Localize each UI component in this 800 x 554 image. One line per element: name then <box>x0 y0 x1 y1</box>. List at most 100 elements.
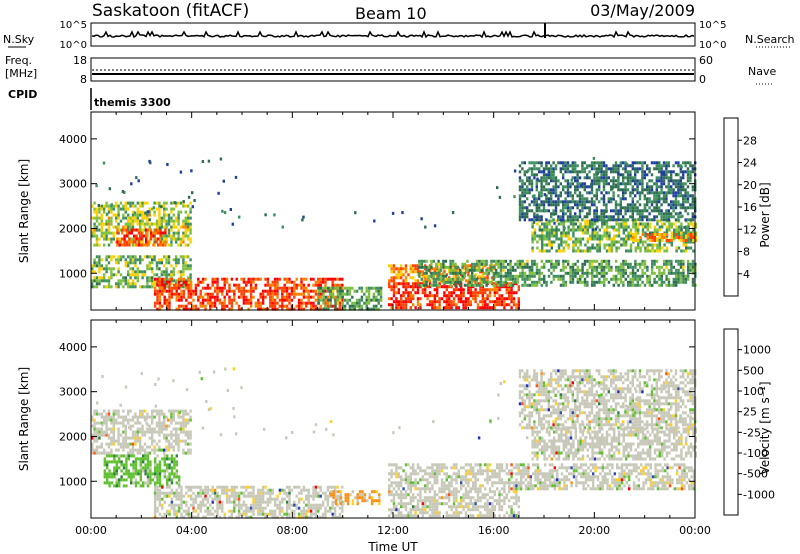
scatter-cell <box>321 277 325 281</box>
scatter-cell <box>158 415 161 419</box>
scatter-cell <box>100 415 103 419</box>
scatter-cell <box>118 460 121 464</box>
scatter-cell <box>543 262 546 266</box>
scatter-cell <box>553 231 556 235</box>
scatter-cell <box>433 300 436 304</box>
scatter-cell <box>324 289 327 293</box>
scatter-cell <box>619 277 623 281</box>
scatter-cell <box>346 301 349 305</box>
scatter-cell <box>495 280 498 284</box>
scatter-cell <box>363 301 366 305</box>
scatter-cell <box>467 297 470 301</box>
scatter-cell <box>160 237 163 241</box>
scatter-cell <box>523 218 526 222</box>
scatter-cell <box>416 282 420 286</box>
scatter-cell <box>526 212 529 216</box>
scatter-cell <box>571 182 574 186</box>
scatter-cell <box>658 283 661 287</box>
scatter-cell <box>132 460 135 464</box>
scatter-cell <box>674 197 678 201</box>
scatter-cell <box>643 197 646 201</box>
scatter-cell <box>552 191 555 195</box>
scatter-cell <box>419 306 422 310</box>
scatter-cell <box>179 270 183 274</box>
scatter-cell <box>464 303 468 307</box>
scatter-cell <box>677 225 681 229</box>
scatter-cell <box>182 237 185 241</box>
scatter-cell <box>562 228 565 232</box>
scatter-cell <box>194 289 198 293</box>
scatter-cell <box>480 268 483 272</box>
scatter-cell <box>122 421 125 425</box>
scatter-cell <box>187 436 190 440</box>
scatter-cell <box>581 262 584 266</box>
scatter-cell <box>641 218 644 222</box>
scatter-cell <box>538 215 541 219</box>
scatter-cell <box>605 206 608 210</box>
scatter-cell <box>100 258 103 262</box>
scatter-cell <box>144 463 147 467</box>
scatter-cell <box>199 485 202 489</box>
scatter-cell <box>603 280 606 284</box>
scatter-cell <box>197 506 200 510</box>
scatter-cell <box>472 294 475 298</box>
scatter-cell <box>113 457 116 461</box>
scatter-cell <box>165 207 168 211</box>
scatter-cell <box>665 249 669 253</box>
scatter-cell <box>481 300 484 304</box>
scatter-cell <box>338 277 342 281</box>
scatter-cell <box>545 280 548 284</box>
scatter-cell <box>528 265 531 269</box>
scatter-cell <box>134 460 138 464</box>
scatter-cell <box>502 268 505 272</box>
scatter-cell <box>341 304 344 308</box>
scatter-cell <box>583 197 586 201</box>
scatter-cell <box>421 288 424 292</box>
scatter-cell <box>288 292 291 296</box>
scatter-cell <box>137 243 141 247</box>
scatter-cell <box>658 206 661 210</box>
scatter-cell <box>187 307 190 311</box>
scatter-cell <box>336 289 340 293</box>
scatter-cell <box>675 280 678 284</box>
scatter-cell <box>691 194 694 198</box>
scatter-cell <box>290 286 294 290</box>
scatter-cell <box>148 225 151 229</box>
scatter-cell <box>454 262 457 266</box>
scatter-cell <box>257 277 260 281</box>
scatter-cell <box>631 212 634 216</box>
scatter-cell <box>550 203 553 207</box>
scatter-cell <box>117 222 120 226</box>
scatter-cell <box>516 274 519 278</box>
scatter-cell <box>418 274 421 278</box>
scatter-cell <box>559 200 562 204</box>
scatter-cell <box>543 228 546 232</box>
scatter-cell <box>485 283 488 287</box>
scatter-cell <box>375 289 378 293</box>
scatter-cell <box>209 298 212 302</box>
scatter-cell <box>155 207 159 211</box>
scatter-cell <box>107 279 111 283</box>
scatter-cell <box>125 228 129 232</box>
scatter-cell <box>584 243 587 247</box>
scatter-cell <box>689 246 693 250</box>
scatter-cell <box>225 289 229 293</box>
scatter-cell <box>154 472 157 476</box>
scatter-cell <box>670 259 673 263</box>
scatter-cell <box>223 307 226 311</box>
scatter-cell <box>455 306 458 310</box>
scatter-cell <box>622 173 625 177</box>
scatter-cell <box>333 283 337 287</box>
scatter-cell <box>492 277 495 281</box>
scatter-cell <box>488 264 492 268</box>
scatter-cell <box>395 291 398 295</box>
scatter-cell <box>266 277 270 281</box>
scatter-cell <box>295 283 298 287</box>
scatter-cell <box>285 304 289 308</box>
scatter-cell <box>206 298 210 302</box>
scatter-cell <box>153 237 156 241</box>
scatter-cell <box>508 297 511 301</box>
scatter-cell <box>225 292 229 296</box>
scatter-cell <box>638 209 642 213</box>
scatter-cell <box>505 288 508 292</box>
